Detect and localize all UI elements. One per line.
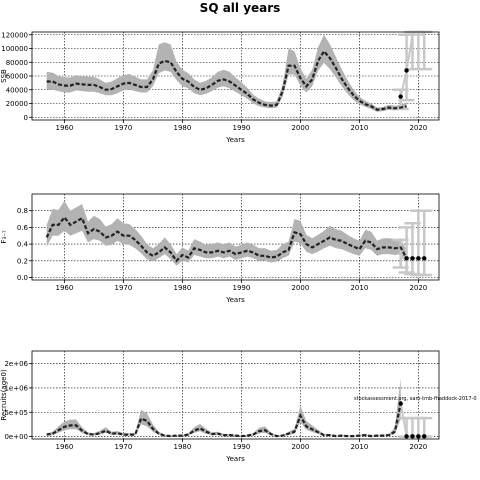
- estimate-line: [46, 49, 407, 111]
- projection-point: [398, 401, 403, 406]
- projection-point: [416, 434, 421, 439]
- y-tick-label: 0.8: [17, 207, 28, 215]
- x-tick-label: 2010: [350, 284, 368, 292]
- projection-point: [398, 94, 403, 99]
- projection-point: [404, 434, 409, 439]
- y-axis-label: SSB: [0, 69, 8, 83]
- projection-point: [404, 68, 409, 73]
- x-tick-label: 2020: [409, 284, 427, 292]
- projection-point: [416, 256, 421, 261]
- y-tick-label: 0.4: [17, 241, 29, 249]
- x-tick-label: 1970: [115, 284, 133, 292]
- confidence-band: [46, 378, 401, 437]
- y-tick-label: 0.2: [17, 257, 28, 265]
- projection-point: [422, 256, 427, 261]
- x-tick-label: 1970: [115, 124, 133, 132]
- x-tick-label: 1960: [56, 124, 74, 132]
- y-tick-label: 1e+06: [4, 384, 28, 392]
- x-tick-label: 1990: [232, 284, 250, 292]
- x-tick-label: 1980: [173, 124, 191, 132]
- confidence-band: [46, 34, 407, 112]
- x-tick-label: 2010: [350, 124, 368, 132]
- y-axis-label: Recruits(age0): [0, 369, 8, 421]
- x-tick-label: 2000: [291, 284, 309, 292]
- x-tick-label: 2010: [350, 443, 368, 451]
- y-tick-label: 20000: [6, 100, 28, 108]
- y-tick-label: 40000: [6, 86, 28, 94]
- chart-panels: 1960 1970 1980 1990 2000 2010 2020 0 20000 40000 6…: [0, 30, 477, 463]
- confidence-band: [46, 200, 407, 266]
- x-tick-label: 1970: [115, 443, 133, 451]
- y-tick-label: 2e+06: [4, 360, 28, 368]
- x-tick-label: 2020: [409, 124, 427, 132]
- projection-point: [410, 434, 415, 439]
- x-tick-label: 1960: [56, 443, 74, 451]
- x-tick-label: 2020: [409, 443, 427, 451]
- x-axis-label: Years: [225, 136, 245, 144]
- x-axis-label: Years: [225, 296, 245, 304]
- panel-recruits: 1960 1970 1980 1990 2000 2010 2020 0e+00 5e+05 1e…: [0, 350, 477, 463]
- x-tick-label: 1990: [232, 124, 250, 132]
- x-tick-label: 1990: [232, 443, 250, 451]
- x-tick-label: 1980: [173, 443, 191, 451]
- projection-line: [399, 33, 425, 97]
- x-tick-label: 1980: [173, 284, 191, 292]
- y-tick-label: 0.0: [17, 274, 28, 282]
- x-tick-label: 2000: [291, 124, 309, 132]
- y-tick-label: 0.6: [17, 224, 29, 232]
- projection-point: [422, 434, 427, 439]
- projection-point: [410, 256, 415, 261]
- plot-frame: [31, 193, 440, 281]
- y-tick-label: 80000: [6, 59, 28, 67]
- estimate-line: [45, 215, 408, 263]
- x-axis-label: Years: [225, 455, 245, 463]
- figure-title: SQ all years: [200, 1, 281, 15]
- annotation-text: stockassessment.org, sam-tmb-fhaddock-20…: [354, 396, 477, 402]
- x-tick-label: 2000: [291, 443, 309, 451]
- projection-point: [404, 256, 409, 261]
- y-tick-label: 5e+05: [4, 409, 28, 417]
- y-tick-label: 100000: [1, 45, 28, 53]
- y-tick-label: 0: [24, 114, 28, 122]
- plot-frame: [31, 350, 440, 440]
- panel-ssb: 1960 1970 1980 1990 2000 2010 2020 0 20000 40000 6…: [0, 30, 440, 144]
- panel-fbar: 1960 1970 1980 1990 2000 2010 2020 0.0 0.2 0.4 0.6…: [0, 193, 440, 304]
- y-axis-label: F₃₋₇: [0, 230, 8, 244]
- y-tick-label: 0e+00: [4, 433, 28, 441]
- y-tick-label: 120000: [1, 31, 28, 39]
- y-tick-label: 60000: [6, 73, 28, 81]
- estimate-line: [46, 403, 402, 438]
- x-tick-label: 1960: [56, 284, 74, 292]
